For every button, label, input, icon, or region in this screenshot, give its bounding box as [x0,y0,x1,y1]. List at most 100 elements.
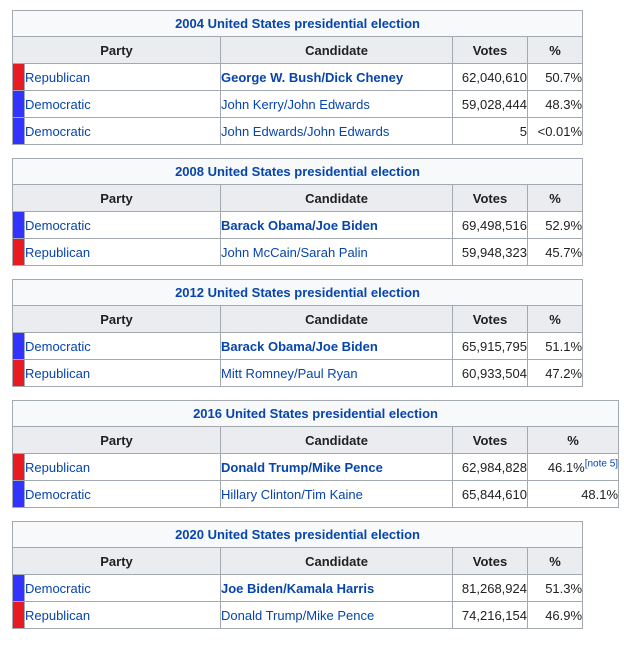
party-link[interactable]: Republican [25,69,91,85]
column-header-percent: % [526,426,620,454]
candidate-cell: Barack Obama/Joe Biden [220,332,453,360]
note-link[interactable]: [note 5] [584,458,619,470]
table-caption: 2020 United States presidential election [11,521,584,548]
percent-value: 51.1% [545,338,583,354]
result-row: Republican John McCain/Sarah Palin 59,94… [12,238,584,266]
candidate-link[interactable]: Hillary Clinton/Tim Kaine [221,486,363,502]
candidate-link[interactable]: John Edwards/John Edwards [221,123,390,139]
result-row: Republican Donald Trump/Mike Pence 74,21… [12,601,584,629]
table-title-link[interactable]: 2008 United States presidential election [175,164,420,179]
election-table: 2020 United States presidential election… [11,521,584,629]
candidate-cell: Joe Biden/Kamala Harris [220,574,453,602]
column-header-percent: % [526,184,584,212]
party-color-swatch [12,332,25,360]
votes-value: 59,028,444 [452,90,528,118]
percent-cell: 46.1%[note 5] [526,453,620,481]
percent-value: 48.1% [581,486,619,502]
percent-value: 51.3% [545,580,583,596]
column-header-party: Party [12,426,221,454]
result-row: Democratic Barack Obama/Joe Biden 69,498… [12,211,584,239]
column-header-candidate: Candidate [220,305,453,333]
table-title-link[interactable]: 2004 United States presidential election [175,16,420,31]
header-row: Party Candidate Votes % [12,426,620,454]
candidate-link[interactable]: John Kerry/John Edwards [221,96,370,112]
result-row: Democratic Barack Obama/Joe Biden 65,915… [12,332,584,360]
candidate-cell: John Kerry/John Edwards [220,90,453,118]
table-title-link[interactable]: 2016 United States presidential election [193,406,438,421]
column-header-candidate: Candidate [220,547,453,575]
candidate-link[interactable]: George W. Bush/Dick Cheney [221,69,404,85]
percent-cell: 47.2% [526,359,584,387]
candidate-link[interactable]: Donald Trump/Mike Pence [221,459,383,475]
percent-cell: 50.7% [526,63,584,91]
percent-cell: 48.3% [526,90,584,118]
votes-value: 74,216,154 [452,601,528,629]
tables-container: 2004 United States presidential election… [11,10,620,629]
result-row: Democratic John Kerry/John Edwards 59,02… [12,90,584,118]
party-link[interactable]: Democratic [25,123,91,139]
column-header-votes: Votes [452,36,528,64]
table-caption: 2016 United States presidential election [11,400,620,427]
election-table: 2004 United States presidential election… [11,10,584,145]
party-cell: Republican [24,453,221,481]
party-link[interactable]: Democratic [25,217,91,233]
party-link[interactable]: Democratic [25,338,91,354]
party-color-swatch [12,117,25,145]
result-row: Democratic Hillary Clinton/Tim Kaine 65,… [12,480,620,508]
column-header-votes: Votes [452,184,528,212]
votes-value: 81,268,924 [452,574,528,602]
result-row: Republican Donald Trump/Mike Pence 62,98… [12,453,620,481]
percent-value: 45.7% [545,244,583,260]
percent-cell: 45.7% [526,238,584,266]
caption-row: 2004 United States presidential election [11,10,584,37]
candidate-link[interactable]: Joe Biden/Kamala Harris [221,580,375,596]
party-cell: Republican [24,601,221,629]
party-link[interactable]: Republican [25,365,91,381]
percent-value: 50.7% [545,69,583,85]
column-header-party: Party [12,547,221,575]
party-cell: Republican [24,238,221,266]
party-link[interactable]: Republican [25,244,91,260]
table-title-link[interactable]: 2012 United States presidential election [175,285,420,300]
party-color-swatch [12,211,25,239]
caption-row: 2012 United States presidential election [11,279,584,306]
percent-cell: 51.1% [526,332,584,360]
party-link[interactable]: Republican [25,459,91,475]
column-header-party: Party [12,305,221,333]
column-header-candidate: Candidate [220,36,453,64]
party-cell: Democratic [24,90,221,118]
column-header-percent: % [526,36,584,64]
candidate-cell: Hillary Clinton/Tim Kaine [220,480,453,508]
party-link[interactable]: Democratic [25,486,91,502]
candidate-link[interactable]: John McCain/Sarah Palin [221,244,368,260]
candidate-link[interactable]: Mitt Romney/Paul Ryan [221,365,358,381]
votes-value: 59,948,323 [452,238,528,266]
candidate-cell: John Edwards/John Edwards [220,117,453,145]
party-color-swatch [12,601,25,629]
candidate-link[interactable]: Barack Obama/Joe Biden [221,217,378,233]
votes-value: 62,984,828 [452,453,528,481]
caption-row: 2016 United States presidential election [11,400,620,427]
party-cell: Republican [24,63,221,91]
header-row: Party Candidate Votes % [12,184,584,212]
votes-value: 5 [452,117,528,145]
party-link[interactable]: Democratic [25,580,91,596]
column-header-candidate: Candidate [220,426,453,454]
percent-cell: 52.9% [526,211,584,239]
caption-row: 2020 United States presidential election [11,521,584,548]
party-cell: Democratic [24,211,221,239]
table-caption: 2008 United States presidential election [11,158,584,185]
party-link[interactable]: Republican [25,607,91,623]
table-title-link[interactable]: 2020 United States presidential election [175,527,420,542]
result-row: Democratic Joe Biden/Kamala Harris 81,26… [12,574,584,602]
column-header-votes: Votes [452,547,528,575]
candidate-link[interactable]: Barack Obama/Joe Biden [221,338,378,354]
party-cell: Democratic [24,332,221,360]
candidate-link[interactable]: Donald Trump/Mike Pence [221,607,375,623]
party-link[interactable]: Democratic [25,96,91,112]
column-header-percent: % [526,547,584,575]
caption-row: 2008 United States presidential election [11,158,584,185]
party-color-swatch [12,238,25,266]
percent-value: 52.9% [545,217,583,233]
column-header-party: Party [12,184,221,212]
